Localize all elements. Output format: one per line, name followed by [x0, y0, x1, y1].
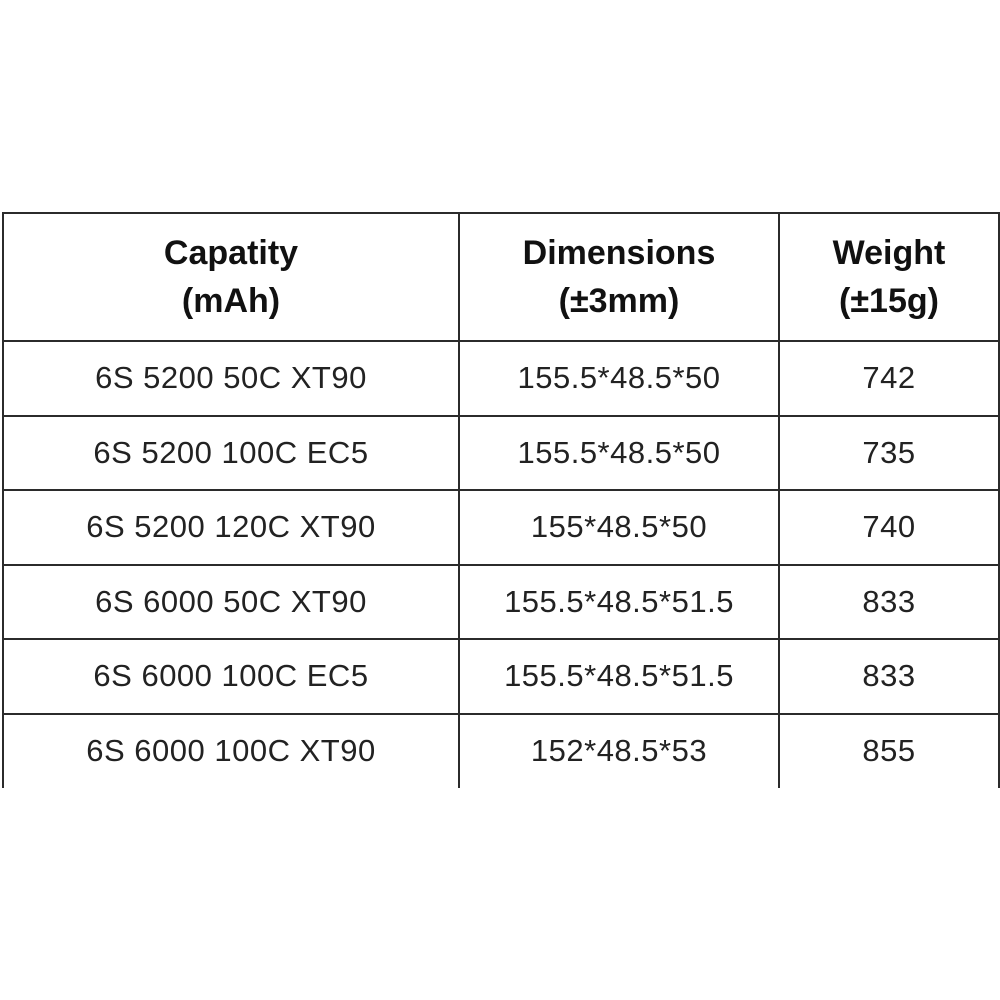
table-row: 6S 6000 100C XT90 152*48.5*53 855 — [2, 712, 1000, 788]
cell-capacity: 6S 6000 100C EC5 — [2, 638, 460, 715]
header-dimensions-title: Dimensions — [522, 234, 716, 272]
table-row: 6S 6000 50C XT90 155.5*48.5*51.5 833 — [2, 563, 1000, 640]
header-capacity-title: Capatity — [163, 234, 299, 272]
cell-weight: 833 — [778, 638, 1000, 715]
table-header-row: Capatity (mAh) Dimensions (±3mm) Weight … — [2, 212, 1000, 342]
cell-capacity: 6S 6000 100C XT90 — [2, 712, 460, 788]
table-row: 6S 5200 50C XT90 155.5*48.5*50 742 — [2, 340, 1000, 417]
header-weight-unit: (±15g) — [839, 282, 939, 320]
table-row: 6S 5200 100C EC5 155.5*48.5*50 735 — [2, 414, 1000, 491]
header-weight: Weight (±15g) — [778, 212, 1000, 342]
cell-dimensions: 155*48.5*50 — [458, 489, 780, 566]
cell-dimensions: 155.5*48.5*50 — [458, 414, 780, 491]
cell-weight: 740 — [778, 489, 1000, 566]
cell-weight: 742 — [778, 340, 1000, 417]
cell-capacity: 6S 5200 50C XT90 — [2, 340, 460, 417]
cell-dimensions: 152*48.5*53 — [458, 712, 780, 788]
cell-weight: 855 — [778, 712, 1000, 788]
cell-dimensions: 155.5*48.5*50 — [458, 340, 780, 417]
cell-dimensions: 155.5*48.5*51.5 — [458, 563, 780, 640]
header-weight-title: Weight — [832, 234, 946, 272]
header-capacity-unit: (mAh) — [181, 282, 281, 320]
cell-weight: 735 — [778, 414, 1000, 491]
header-capacity: Capatity (mAh) — [2, 212, 460, 342]
cell-capacity: 6S 6000 50C XT90 — [2, 563, 460, 640]
cell-weight: 833 — [778, 563, 1000, 640]
battery-spec-table: Capatity (mAh) Dimensions (±3mm) Weight … — [2, 212, 1000, 788]
table-row: 6S 5200 120C XT90 155*48.5*50 740 — [2, 489, 1000, 566]
cell-capacity: 6S 5200 120C XT90 — [2, 489, 460, 566]
header-dimensions: Dimensions (±3mm) — [458, 212, 780, 342]
header-dimensions-unit: (±3mm) — [558, 282, 680, 320]
cell-dimensions: 155.5*48.5*51.5 — [458, 638, 780, 715]
table-row: 6S 6000 100C EC5 155.5*48.5*51.5 833 — [2, 638, 1000, 715]
cell-capacity: 6S 5200 100C EC5 — [2, 414, 460, 491]
